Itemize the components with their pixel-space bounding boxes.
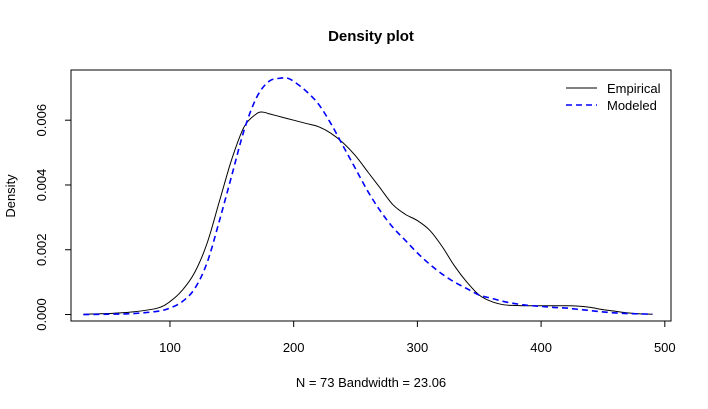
x-tick-label: 300 <box>407 340 429 355</box>
x-tick-label: 100 <box>159 340 181 355</box>
y-axis-label: Density <box>3 174 18 218</box>
x-tick-label: 200 <box>283 340 305 355</box>
y-tick-label: 0.002 <box>34 233 49 266</box>
x-axis-label: N = 73 Bandwidth = 23.06 <box>296 375 446 390</box>
plot-frame <box>70 69 672 322</box>
series-layer <box>83 76 653 316</box>
legend: Empirical Modeled <box>566 81 661 113</box>
series-line-modeled <box>83 76 653 316</box>
x-axis: 100 200 300 400 500 <box>159 320 676 355</box>
chart-title: Density plot <box>328 28 414 45</box>
x-tick-label: 400 <box>530 340 552 355</box>
y-axis: 0.000 0.002 0.004 0.006 <box>34 104 72 331</box>
y-tick-label: 0.006 <box>34 104 49 137</box>
y-tick-label: 0.000 <box>34 298 49 331</box>
series-line-empirical <box>83 111 653 315</box>
y-tick-label: 0.004 <box>34 169 49 202</box>
x-tick-label: 500 <box>654 340 676 355</box>
legend-label-empirical: Empirical <box>607 81 661 96</box>
legend-label-modeled: Modeled <box>607 98 657 113</box>
